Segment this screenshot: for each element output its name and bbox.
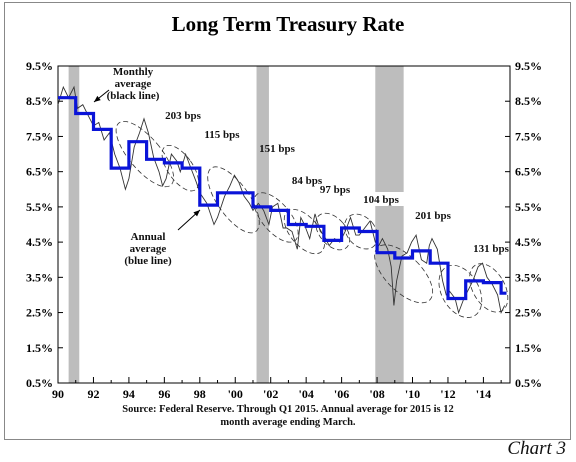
annotation-text: 84 bps (292, 175, 323, 187)
annotation-arrowhead (94, 95, 101, 102)
y-tick-label-left: 0.5% (26, 376, 53, 390)
x-tick-label: '14 (476, 387, 491, 401)
y-tick-label-right: 0.5% (515, 376, 542, 390)
annotation-text: 151 bps (259, 143, 295, 155)
range-ellipse (438, 264, 483, 318)
chart-number-label: Chart 3 (507, 438, 566, 459)
annual-average-line (58, 96, 507, 301)
series-lines (57, 85, 507, 315)
range-ellipse (161, 144, 199, 192)
annotation-text: 203 bps (165, 110, 201, 122)
y-tick-label-right: 2.5% (515, 306, 542, 320)
recession-band-2 (256, 66, 269, 383)
x-tick-label: 90 (52, 387, 64, 401)
recession-bands (68, 66, 404, 383)
y-tick-label-left: 4.5% (26, 235, 53, 249)
annotation: 203 bps (165, 110, 201, 122)
annotation-text: Annual (131, 231, 166, 243)
annotation: 201 bps (415, 210, 451, 222)
annotation: 115 bps (204, 129, 240, 141)
y-tick-label-left: 6.5% (26, 165, 53, 179)
range-ellipses (115, 120, 509, 318)
annotation: 104 bps (358, 192, 404, 206)
y-tick-label-left: 8.5% (26, 94, 53, 108)
y-tick-label-right: 8.5% (515, 94, 542, 108)
x-tick-label: 92 (87, 387, 99, 401)
x-tick-label: '04 (298, 387, 313, 401)
annotation: 131 bps (473, 243, 509, 255)
annotation-text: 131 bps (473, 243, 509, 255)
range-ellipse (315, 212, 351, 251)
annotation-arrowhead (193, 210, 200, 217)
x-tick-label: 98 (194, 387, 206, 401)
x-tick-label: '02 (263, 387, 278, 401)
annotation-background (358, 192, 404, 206)
y-tick-label-left: 9.5% (26, 59, 53, 73)
chart-title: Long Term Treasury Rate (172, 12, 405, 36)
annotation-text: Monthly (113, 66, 154, 78)
annotation-text: 201 bps (415, 210, 451, 222)
x-tick-label: '06 (334, 387, 349, 401)
y-tick-label-right: 6.5% (515, 165, 542, 179)
y-tick-label-left: 2.5% (26, 306, 53, 320)
range-ellipse (469, 263, 509, 313)
x-tick-label: 94 (123, 387, 135, 401)
annotation-text: average (115, 78, 152, 90)
x-tick-label: '00 (228, 387, 243, 401)
annotation-text: (black line) (107, 90, 160, 102)
y-tick-label-right: 4.5% (515, 235, 542, 249)
axis-ticks: 0.5% 0.5% 1.5% 1.5% 2.5% 2.5% 3.5% 3.5% 4.5% 4.5%… (26, 59, 542, 401)
treasury-rate-chart: Long Term Treasury Rate 0.5% 0.5% 1.5% 1.5%… (26, 12, 542, 428)
recession-band-3 (375, 66, 404, 383)
x-tick-label: '10 (405, 387, 420, 401)
annotation: 151 bps (259, 143, 295, 155)
source-text: month average ending March. (220, 417, 356, 428)
y-tick-label-left: 7.5% (26, 129, 53, 143)
y-tick-label-right: 5.5% (515, 200, 542, 214)
annotation-text: (blue line) (124, 255, 172, 267)
x-tick-label: '12 (440, 387, 455, 401)
y-tick-label-right: 3.5% (515, 270, 542, 284)
x-tick-label: '08 (369, 387, 384, 401)
recession-band-1 (68, 66, 80, 383)
y-tick-label-left: 1.5% (26, 341, 53, 355)
range-ellipse (253, 192, 299, 243)
x-tick-label: 96 (158, 387, 170, 401)
y-tick-label-left: 5.5% (26, 200, 53, 214)
y-tick-label-left: 3.5% (26, 270, 53, 284)
range-ellipse (344, 213, 379, 250)
annotation-text: 115 bps (204, 129, 240, 141)
y-tick-label-right: 1.5% (515, 341, 542, 355)
source-note: Source: Federal Reserve. Through Q1 2015… (122, 404, 453, 428)
plot-area (57, 65, 511, 384)
annotation-text: 97 bps (320, 184, 351, 196)
chart-frame (4, 2, 571, 440)
annotation: 97 bps (320, 184, 351, 196)
source-text: Source: Federal Reserve. Through Q1 2015… (122, 404, 453, 415)
range-ellipse (115, 120, 175, 188)
monthly-average-line (57, 85, 506, 315)
y-tick-label-right: 9.5% (515, 59, 542, 73)
y-tick-label-right: 7.5% (515, 129, 542, 143)
annotation-text: average (130, 243, 167, 255)
annotation-text: 104 bps (363, 194, 399, 206)
annotation: 84 bps (292, 175, 323, 187)
